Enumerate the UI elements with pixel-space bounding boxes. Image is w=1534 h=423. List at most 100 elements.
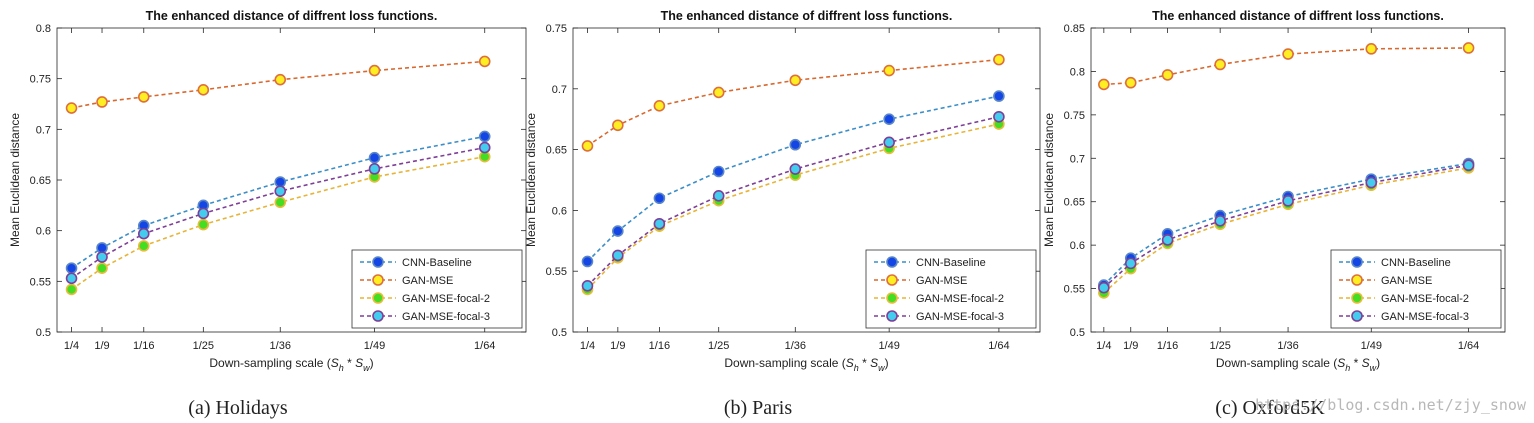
legend-label: GAN-MSE xyxy=(916,275,967,287)
legend-label: CNN-Baseline xyxy=(1381,257,1451,269)
y-axis-label: Mean Euclidean distance xyxy=(8,113,22,247)
data-point xyxy=(137,227,150,240)
data-point xyxy=(712,190,725,202)
series-GAN-MSE xyxy=(65,55,491,114)
legend-marker xyxy=(372,274,384,286)
data-point xyxy=(65,102,78,114)
data-point xyxy=(612,249,624,262)
series-GAN-MSE-focal-3 xyxy=(1098,159,1475,294)
x-axis-label-part: Down-sampling scale ( xyxy=(209,356,330,370)
x-axis-label-part: S xyxy=(846,356,854,370)
x-axis-label-part: w xyxy=(1370,363,1377,373)
legend-label: GAN-MSE xyxy=(402,275,453,287)
figure-caption-2: (b) Paris xyxy=(724,397,793,419)
x-tick-label: 1/64 xyxy=(1458,340,1479,352)
x-axis-label-part: S xyxy=(1362,356,1370,370)
data-point xyxy=(197,218,210,231)
x-axis-label: Down-sampling scale (Sh * Sw) xyxy=(209,356,373,373)
data-point xyxy=(1282,48,1294,60)
legend-label: GAN-MSE-focal-3 xyxy=(402,311,490,323)
data-point xyxy=(1462,159,1475,172)
legend-marker xyxy=(1351,310,1363,322)
data-point xyxy=(993,53,1005,66)
x-tick-label: 1/64 xyxy=(988,340,1009,352)
data-point xyxy=(65,283,78,296)
chart-panel-3: The enhanced distance of diffrent loss f… xyxy=(1042,9,1506,373)
data-point xyxy=(1098,281,1110,294)
y-tick-label: 0.8 xyxy=(36,23,51,35)
x-tick-label: 1/9 xyxy=(1123,340,1138,352)
data-point xyxy=(653,100,666,112)
series-GAN-MSE-focal-3 xyxy=(581,110,1005,292)
x-axis-label-part: S xyxy=(870,356,878,370)
x-axis-label-part: ) xyxy=(370,356,374,370)
data-point xyxy=(368,163,381,175)
legend: CNN-Baseline GAN-MSE GAN-MSE-focal-2 GAN-MS… xyxy=(1330,249,1502,329)
legend-marker xyxy=(372,310,384,322)
x-axis-label-part: h xyxy=(339,363,344,373)
x-axis-label-part: ) xyxy=(1376,356,1380,370)
legend-label: CNN-Baseline xyxy=(916,257,986,269)
data-point xyxy=(274,73,287,86)
x-axis-label-part: S xyxy=(1337,356,1345,370)
x-tick-label: 1/9 xyxy=(610,340,625,352)
data-point xyxy=(197,207,210,220)
x-axis-label: Down-sampling scale (Sh * Sw) xyxy=(724,356,888,373)
legend-marker xyxy=(886,292,898,304)
series-GAN-MSE-focal-2 xyxy=(65,150,491,296)
data-point xyxy=(1098,78,1110,91)
y-tick-label: 0.65 xyxy=(1064,197,1085,209)
data-point xyxy=(274,185,287,197)
legend-label: GAN-MSE-focal-2 xyxy=(402,293,490,305)
data-point xyxy=(274,196,287,209)
data-point xyxy=(1161,69,1174,81)
legend-marker xyxy=(1351,256,1363,268)
data-point xyxy=(65,262,78,274)
y-tick-label: 0.85 xyxy=(1064,23,1085,35)
data-point xyxy=(581,279,594,292)
legend-marker xyxy=(886,274,898,286)
x-tick-label: 1/49 xyxy=(878,340,899,352)
series-CNN-Baseline xyxy=(65,130,491,274)
legend-marker xyxy=(886,310,898,322)
figure-caption-1: (a) Holidays xyxy=(188,397,288,419)
data-point xyxy=(612,225,624,237)
x-tick-label: 1/49 xyxy=(1361,340,1382,352)
data-point xyxy=(883,64,895,77)
y-tick-label: 0.5 xyxy=(552,327,567,339)
legend-marker xyxy=(372,292,384,304)
chart-title: The enhanced distance of diffrent loss f… xyxy=(1152,9,1444,23)
legend-label: GAN-MSE-focal-2 xyxy=(1381,293,1469,305)
y-tick-label: 0.55 xyxy=(546,266,567,278)
data-point xyxy=(96,96,108,108)
x-axis-label-part: w xyxy=(878,363,885,373)
data-point xyxy=(137,240,150,252)
data-point xyxy=(712,165,725,178)
x-axis-label-part: h xyxy=(1345,363,1350,373)
x-tick-label: 1/9 xyxy=(94,340,109,352)
legend-label: GAN-MSE-focal-3 xyxy=(1381,311,1469,323)
x-tick-label: 1/16 xyxy=(1157,340,1178,352)
x-tick-label: 1/36 xyxy=(1277,340,1298,352)
legend-marker xyxy=(372,256,384,268)
y-tick-label: 0.6 xyxy=(1070,240,1085,252)
data-point xyxy=(612,119,624,132)
x-axis-label-part: ) xyxy=(885,356,889,370)
data-point xyxy=(1462,42,1475,54)
series-CNN-Baseline xyxy=(581,90,1005,268)
axes-box xyxy=(1090,27,1506,333)
data-point xyxy=(789,163,802,175)
data-point xyxy=(789,138,802,151)
x-tick-label: 1/4 xyxy=(64,340,79,352)
data-point xyxy=(478,141,491,154)
data-point xyxy=(1365,176,1378,189)
data-point xyxy=(883,136,895,149)
x-tick-label: 1/36 xyxy=(270,340,291,352)
data-point xyxy=(96,251,108,263)
y-tick-label: 0.8 xyxy=(1070,66,1085,78)
data-point xyxy=(993,90,1005,102)
chart-panel-1: The enhanced distance of diffrent loss f… xyxy=(8,9,527,373)
data-point xyxy=(1282,195,1294,207)
data-point xyxy=(1161,234,1174,246)
